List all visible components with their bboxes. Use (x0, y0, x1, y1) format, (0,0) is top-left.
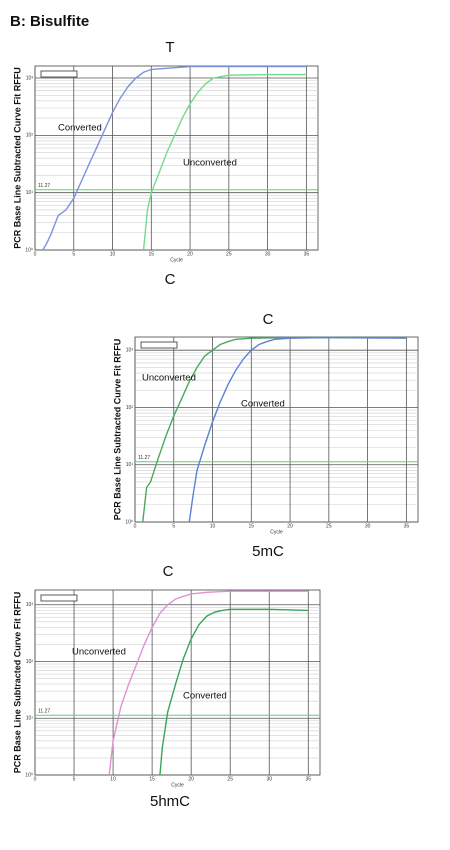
x-tick-label: 20 (187, 251, 193, 257)
panel-caption: 5mC (252, 543, 284, 560)
curve-label: Converted (58, 123, 102, 134)
y-tick-label: 10⁰ (25, 772, 33, 778)
curve-label: Converted (241, 399, 285, 410)
x-tick-label: 25 (326, 523, 332, 529)
y-tick-label: 10⁰ (25, 247, 33, 253)
threshold-label: 11.27 (38, 709, 50, 715)
x-tick-label: 0 (34, 251, 37, 257)
x-tick-label: 35 (306, 776, 312, 782)
panel-caption: C (165, 271, 176, 288)
legend-box (40, 70, 78, 78)
amplification-curve (142, 73, 307, 251)
x-axis-label: Cycle (171, 782, 184, 788)
threshold-label: 11.27 (138, 455, 150, 461)
x-tick-label: 15 (149, 776, 155, 782)
x-tick-label: 35 (304, 251, 310, 257)
y-tick-label: 10¹ (26, 190, 34, 196)
panel-title: C (163, 563, 174, 580)
amplification-curve (108, 590, 309, 776)
x-tick-label: 30 (365, 523, 371, 529)
y-tick-label: 10³ (126, 348, 134, 354)
y-tick-label: 10² (126, 405, 134, 411)
threshold-label: 11.27 (38, 183, 50, 189)
amplification-curve (42, 65, 307, 251)
x-tick-label: 5 (172, 523, 175, 529)
x-tick-label: 15 (249, 523, 255, 529)
legend-box (40, 594, 78, 602)
y-tick-label: 10¹ (26, 716, 34, 722)
y-tick-label: 10³ (26, 75, 34, 81)
x-tick-label: 20 (188, 776, 194, 782)
x-tick-label: 0 (134, 523, 137, 529)
x-tick-label: 5 (72, 251, 75, 257)
x-tick-label: 15 (149, 251, 155, 257)
y-axis-label: PCR Base Line Subtracted Curve Fit RFFU (112, 339, 122, 521)
plot-area (134, 336, 419, 523)
legend-box (140, 341, 178, 349)
y-axis-label: PCR Base Line Subtracted Curve Fit RFFU (12, 592, 22, 774)
panel-title: C (263, 311, 274, 328)
panel-caption: 5hmC (150, 793, 190, 810)
x-tick-label: 35 (404, 523, 410, 529)
amplification-curve (142, 336, 407, 523)
figure-title: B: Bisulfite (10, 13, 89, 30)
x-axis-label: Cycle (170, 257, 183, 263)
x-axis-label: Cycle (270, 529, 283, 535)
x-tick-label: 0 (34, 776, 37, 782)
x-tick-label: 5 (73, 776, 76, 782)
curve-label: Converted (183, 691, 227, 702)
y-tick-label: 10¹ (126, 462, 134, 468)
x-tick-label: 25 (227, 776, 233, 782)
amplification-curve (159, 608, 309, 776)
y-tick-label: 10² (26, 133, 34, 139)
x-tick-label: 20 (287, 523, 293, 529)
y-axis-label: PCR Base Line Subtracted Curve Fit RFFU (12, 67, 22, 249)
panel-title: T (165, 39, 174, 56)
x-tick-label: 30 (265, 251, 271, 257)
y-tick-label: 10⁰ (125, 519, 133, 525)
x-tick-label: 25 (226, 251, 232, 257)
y-tick-label: 10² (26, 659, 34, 665)
plot-area (34, 589, 321, 776)
x-tick-label: 30 (266, 776, 272, 782)
x-tick-label: 10 (110, 251, 116, 257)
amplification-curve (188, 336, 407, 523)
curve-label: Unconverted (183, 158, 237, 169)
x-tick-label: 10 (110, 776, 116, 782)
curve-label: Unconverted (142, 373, 196, 384)
x-tick-label: 10 (210, 523, 216, 529)
curve-label: Unconverted (72, 647, 126, 658)
y-tick-label: 10³ (26, 602, 34, 608)
